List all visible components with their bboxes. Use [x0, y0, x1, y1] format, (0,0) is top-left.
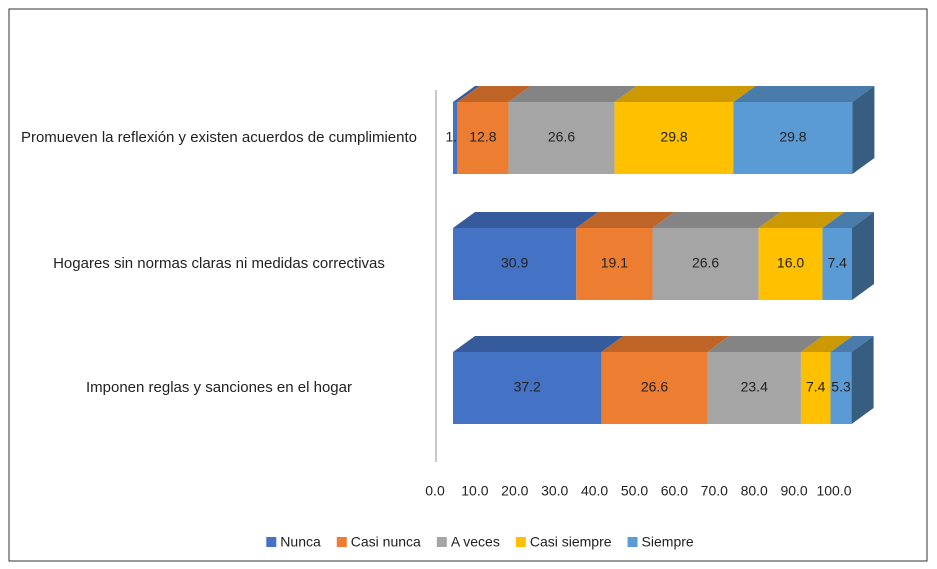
legend-label: Nunca	[280, 534, 321, 550]
legend-swatch	[336, 537, 347, 547]
bar	[453, 102, 458, 174]
bar	[652, 228, 759, 300]
legend-swatch	[266, 537, 277, 547]
bar-top	[457, 86, 531, 102]
legend-label: Siempre	[642, 534, 694, 550]
x-tick-label: 30.0	[541, 483, 568, 499]
data-label: 29.8	[779, 129, 806, 145]
x-tick-label: 10.0	[461, 483, 488, 499]
bar-side	[852, 212, 874, 300]
bar-side	[851, 336, 874, 424]
bar-top	[614, 86, 756, 102]
category-label: Promueven la reflexión y existen acuerdo…	[20, 129, 418, 146]
bar	[453, 228, 577, 300]
bar	[822, 228, 852, 300]
bar	[508, 102, 615, 174]
bar	[457, 102, 509, 174]
category-label: Hogares sin normas claras ni medidas cor…	[53, 255, 385, 272]
bar-top	[453, 86, 480, 102]
bar	[830, 352, 852, 424]
data-label: 37.2	[514, 379, 541, 395]
data-label: 19.1	[601, 255, 628, 271]
data-label: 26.6	[641, 379, 668, 395]
category-label-box: Imponen reglas y sanciones en el hogar	[85, 379, 352, 396]
bar-top	[830, 336, 874, 352]
bar	[614, 102, 734, 174]
bar-top	[576, 212, 675, 228]
bar-top	[508, 86, 637, 102]
legend-swatch	[515, 537, 526, 547]
data-label: 16.0	[777, 255, 804, 271]
data-label: 29.8	[660, 129, 687, 145]
legend-swatch	[627, 537, 638, 547]
x-tick-label: 40.0	[581, 483, 608, 499]
x-tick-label: 100.0	[816, 483, 851, 499]
legend-label: Casi nunca	[351, 534, 421, 550]
bar-top	[707, 336, 823, 352]
bar-side	[852, 86, 875, 174]
bar-top	[652, 212, 781, 228]
x-tick-label: 0.0	[425, 483, 445, 499]
bar	[733, 102, 853, 174]
bar-top	[733, 86, 875, 102]
legend-swatch	[436, 537, 447, 547]
category-label-box: Hogares sin normas claras ni medidas cor…	[53, 255, 385, 272]
bar	[758, 228, 823, 300]
bar-top	[453, 212, 599, 228]
bar-top	[601, 336, 730, 352]
x-tick-label: 90.0	[780, 483, 807, 499]
x-tick-label: 80.0	[741, 483, 768, 499]
bar-top	[822, 212, 874, 228]
legend-label: A veces	[451, 534, 500, 550]
legend: Nunca Casi nunca A veces Casi siempre Siempr…	[266, 534, 694, 550]
category-label: Imponen reglas y sanciones en el hogar	[85, 379, 352, 396]
bar	[453, 352, 602, 424]
data-label: 12.8	[469, 129, 496, 145]
x-tick-label: 20.0	[501, 483, 528, 499]
bar	[576, 228, 653, 300]
data-label: 26.6	[692, 255, 719, 271]
data-label: 23.4	[741, 379, 768, 395]
bar	[707, 352, 801, 424]
category-label-box: Promueven la reflexión y existen acuerdo…	[20, 129, 418, 146]
data-label: 7.4	[806, 379, 826, 395]
data-label: 7.4	[828, 255, 848, 271]
x-tick-label: 60.0	[661, 483, 688, 499]
legend-label: Casi siempre	[530, 534, 612, 550]
data-label: 26.6	[548, 129, 575, 145]
x-tick-label: 70.0	[701, 483, 728, 499]
x-tick-label: 50.0	[621, 483, 648, 499]
data-label: 30.9	[501, 255, 528, 271]
bar	[800, 352, 831, 424]
bar-top	[453, 336, 624, 352]
bar	[601, 352, 708, 424]
bar-top	[800, 336, 853, 352]
data-label: 5.3	[831, 379, 851, 395]
bar-top	[758, 212, 845, 228]
